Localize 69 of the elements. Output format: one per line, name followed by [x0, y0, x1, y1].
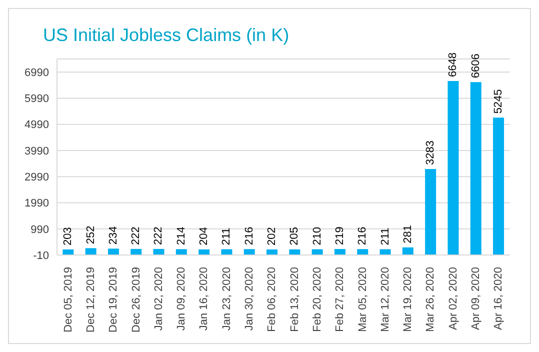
bar: [198, 249, 210, 255]
bar: [380, 249, 391, 255]
data-label: 6648: [447, 52, 460, 78]
x-tick-label: Jan 30, 2020: [244, 267, 256, 331]
y-tick-label: 1990: [24, 198, 49, 210]
x-tick-label: Jan 16, 2020: [198, 267, 210, 331]
bar: [402, 247, 414, 255]
data-label: 211: [379, 228, 392, 246]
y-tick-label: 4990: [24, 119, 49, 132]
bar: [448, 81, 459, 255]
x-tick-label: Feb 13, 2020: [288, 267, 301, 332]
x-tick-label: Feb 20, 2020: [311, 267, 324, 332]
data-label: 210: [311, 226, 324, 246]
bar: [425, 168, 436, 255]
data-label: 216: [356, 226, 369, 246]
data-label: 6606: [470, 54, 482, 78]
data-label: 216: [243, 226, 256, 246]
bar: [62, 249, 74, 255]
bar: [312, 249, 323, 255]
x-tick-label: Jan 09, 2020: [176, 267, 188, 331]
data-label: 203: [62, 227, 74, 246]
y-tick-label: 5990: [24, 93, 49, 106]
bar: [176, 249, 187, 255]
y-tick-label: 3990: [24, 145, 49, 158]
bar: [289, 249, 300, 255]
x-tick-label: Dec 19, 2019: [108, 267, 120, 332]
x-tick-label: Mar 12, 2020: [379, 267, 392, 332]
bar: [244, 249, 255, 255]
y-tick-label: 990: [30, 224, 49, 236]
y-tick-label: -10: [33, 250, 49, 262]
x-tick-label: Apr 09, 2020: [470, 267, 482, 330]
bar: [85, 248, 96, 255]
x-tick-label: Dec 05, 2019: [62, 267, 74, 332]
data-label: 211: [220, 228, 233, 246]
x-tick-label: Apr 02, 2020: [447, 267, 460, 330]
bar: [493, 118, 504, 255]
data-label: 202: [266, 227, 278, 246]
bar: [357, 249, 368, 255]
x-tick-label: Mar 26, 2020: [424, 267, 437, 332]
data-label: 214: [175, 226, 188, 246]
y-tick-label: 2990: [24, 172, 49, 184]
data-label: 252: [84, 226, 97, 244]
data-label: 204: [198, 227, 210, 246]
x-tick-label: Mar 19, 2020: [402, 267, 414, 332]
data-label: 219: [334, 226, 346, 246]
bar: [153, 248, 164, 255]
data-label: 205: [288, 227, 301, 246]
x-tick-label: Jan 23, 2020: [220, 267, 233, 331]
bar: [266, 249, 278, 255]
x-tick-label: Dec 26, 2019: [130, 267, 142, 332]
bar: [221, 249, 232, 255]
bar: [130, 248, 142, 255]
x-tick-label: Apr 16, 2020: [492, 267, 505, 330]
data-label: 222: [152, 226, 165, 245]
y-tick-label: 6990: [24, 66, 49, 79]
data-label: 234: [107, 226, 120, 245]
bar: [470, 82, 482, 255]
bar: [108, 248, 119, 255]
data-label: 222: [130, 226, 142, 245]
x-tick-label: Dec 12, 2019: [84, 267, 97, 332]
data-label: 281: [402, 225, 414, 244]
x-tick-label: Feb 27, 2020: [334, 267, 346, 332]
data-label: 3283: [424, 140, 437, 165]
x-tick-label: Mar 05, 2020: [356, 267, 369, 332]
x-tick-label: Feb 06, 2020: [266, 267, 278, 332]
x-tick-label: Jan 02, 2020: [152, 267, 165, 331]
data-label: 5245: [492, 89, 505, 114]
bar: [334, 249, 346, 255]
chart-title: US Initial Jobless Claims (in K): [43, 25, 290, 46]
